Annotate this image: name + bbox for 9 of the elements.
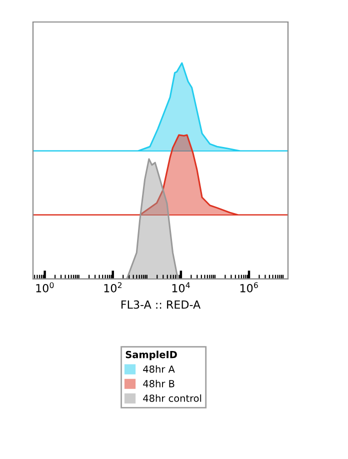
legend-label: 48hr B xyxy=(143,380,174,388)
legend-label: 48hr A xyxy=(143,365,175,373)
x-tick-label: 10$^{4}$ xyxy=(172,282,190,292)
legend-label: 48hr control xyxy=(143,394,202,402)
x-tick-label: 10$^{6}$ xyxy=(240,282,258,292)
legend-title: SampleID xyxy=(126,350,177,360)
x-tick-label: 10$^{0}$ xyxy=(36,282,54,292)
x-axis-title: FL3-A :: RED-A xyxy=(121,300,201,309)
x-tick-label: 10$^{2}$ xyxy=(104,282,122,292)
